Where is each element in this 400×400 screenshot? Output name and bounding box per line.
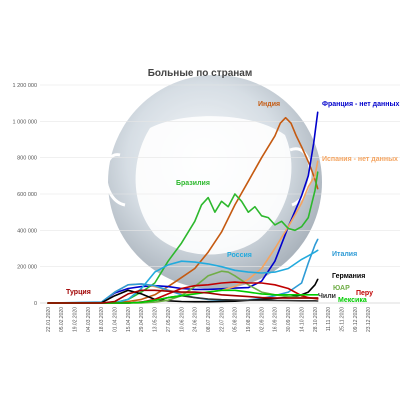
x-tick-label: 29.04.2020 xyxy=(139,307,145,332)
x-tick-label: 01.04.2020 xyxy=(113,307,119,332)
x-tick-label: 18.03.2020 xyxy=(99,307,105,332)
x-tick-label: 13.05.2020 xyxy=(153,307,159,332)
x-tick-label: 10.06.2020 xyxy=(179,307,185,332)
series-line xyxy=(47,249,319,304)
x-tick-label: 09.12.2020 xyxy=(353,307,359,332)
series-label: Турция xyxy=(66,289,91,296)
series-label: Испания - нет данных xyxy=(322,156,398,163)
x-axis-ticks: 22.01.2020 05.02.2020 19.02.2020 04.03.2020… xyxy=(46,307,372,332)
x-tick-label: 24.06.2020 xyxy=(193,307,199,332)
series-lines xyxy=(47,111,319,304)
y-tick-label: 1 000 000 xyxy=(13,119,37,125)
y-tick-label: 800 000 xyxy=(17,156,37,162)
series-label: Россия xyxy=(227,252,252,259)
y-tick-label: 600 000 xyxy=(17,192,37,198)
x-tick-label: 28.10.2020 xyxy=(313,307,319,332)
x-tick-label: 15.04.2020 xyxy=(126,307,132,332)
chart-title: Больные по странам xyxy=(148,68,253,79)
series-label: Бразилия xyxy=(176,180,210,187)
x-tick-label: 05.02.2020 xyxy=(59,307,65,332)
x-tick-label: 16.09.2020 xyxy=(273,307,279,332)
x-tick-label: 11.11.2020 xyxy=(326,307,332,332)
x-tick-label: 30.09.2020 xyxy=(286,307,292,332)
series-label: Индия xyxy=(258,101,280,108)
series-line xyxy=(47,111,319,304)
series-label: Италия xyxy=(332,251,357,258)
x-tick-label: 08.07.2020 xyxy=(206,307,212,332)
series-label: Германия xyxy=(332,273,365,280)
x-tick-label: 23.12.2020 xyxy=(366,307,372,332)
series-labels: Индия Франция - нет данных Испания - нет д… xyxy=(66,101,399,304)
x-tick-label: 04.03.2020 xyxy=(86,307,92,332)
x-tick-label: 22.07.2020 xyxy=(219,307,225,332)
series-label: Перу xyxy=(356,290,373,297)
x-tick-label: 14.10.2020 xyxy=(299,307,305,332)
x-tick-label: 27.05.2020 xyxy=(166,307,172,332)
series-line xyxy=(47,116,319,304)
x-tick-label: 05.08.2020 xyxy=(233,307,239,332)
series-line xyxy=(47,289,319,304)
series-line xyxy=(47,289,319,304)
y-tick-label: 1 200 000 xyxy=(13,83,37,89)
series-label: Чили xyxy=(318,293,336,300)
y-tick-label: 400 000 xyxy=(17,228,37,234)
y-axis-ticks: 0 200 000 400 000 600 000 800 000 1 000 000 1 … xyxy=(13,83,37,307)
x-tick-label: 02.09.2020 xyxy=(259,307,265,332)
x-tick-label: 25.11.2020 xyxy=(340,307,346,332)
series-line xyxy=(47,270,319,304)
x-tick-label: 22.01.2020 xyxy=(46,307,52,332)
series-label: Мексика xyxy=(338,297,367,304)
x-tick-label: 19.08.2020 xyxy=(246,307,252,332)
y-tick-label: 0 xyxy=(34,301,37,307)
series-label: Франция - нет данных xyxy=(322,101,399,108)
series-label: ЮАР xyxy=(333,285,350,292)
x-tick-label: 19.02.2020 xyxy=(72,307,78,332)
y-tick-label: 200 000 xyxy=(17,265,37,271)
globe-mask-background-image xyxy=(104,75,322,289)
series-line xyxy=(47,171,319,304)
